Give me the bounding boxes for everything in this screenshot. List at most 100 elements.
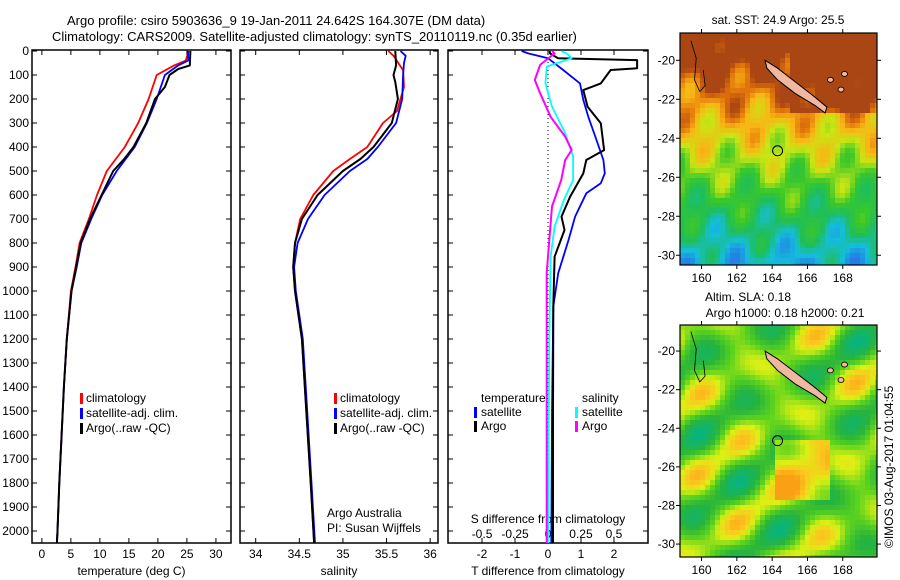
x-tick-label: 20: [151, 547, 165, 561]
lat-tick-label: -30: [658, 537, 676, 551]
series-line-temperature-argo: [548, 50, 639, 543]
series-line-temperature-satellite: [521, 50, 606, 544]
x-tick-label: 2: [611, 547, 618, 561]
lon-tick-label: 162: [727, 563, 747, 577]
lon-tick-label: 162: [727, 271, 747, 285]
x-tick-label: 36: [423, 547, 437, 561]
lat-tick-label: -20: [658, 344, 676, 358]
legend-swatch: [474, 407, 477, 418]
lat-tick-label: -22: [658, 383, 676, 397]
s-tick-label: 0.25: [569, 527, 593, 541]
x-tick-label: 5: [68, 547, 75, 561]
s-tick-label: -0.25: [501, 527, 529, 541]
depth-tick-label: 1600: [2, 428, 29, 442]
depth-tick-label: 700: [9, 212, 29, 226]
legend-swatch: [334, 393, 337, 404]
map-frame: [679, 324, 878, 558]
annotation-line: PI: Susan Wijffels: [327, 521, 421, 535]
x-tick-label: -1: [510, 547, 521, 561]
new-caledonia-land: [764, 349, 828, 404]
legend-title: temperature: [481, 391, 546, 405]
x-tick-label: -2: [477, 547, 488, 561]
x-axis-label: salinity: [321, 564, 358, 578]
depth-tick-label: 600: [9, 188, 29, 202]
depth-tick-label: 1400: [2, 380, 29, 394]
island-land: [826, 367, 834, 374]
lat-tick-label: -26: [658, 170, 676, 184]
legend-label: satellite: [582, 405, 623, 419]
map-frame: [679, 32, 878, 266]
header-line2: Climatology: CARS2009. Satellite-adjuste…: [52, 29, 577, 44]
depth-tick-label: 400: [9, 140, 29, 154]
lon-tick-label: 166: [797, 563, 817, 577]
depth-tick-label: 1200: [2, 332, 29, 346]
lat-tick-label: -28: [658, 498, 676, 512]
depth-tick-label: 300: [9, 116, 29, 130]
x-tick-label: 34.5: [288, 547, 312, 561]
depth-tick-label: 1800: [2, 476, 29, 490]
legend-label: Argo: [481, 419, 507, 433]
lat-tick-label: -24: [658, 421, 676, 435]
island-land: [841, 361, 848, 368]
lat-tick-label: -22: [658, 92, 676, 106]
depth-tick-label: 900: [9, 260, 29, 274]
legend-swatch: [575, 407, 578, 418]
x-tick-label: 0: [39, 547, 46, 561]
lon-tick-label: 168: [833, 563, 853, 577]
argo-location-marker: [772, 435, 784, 447]
lon-tick-label: 160: [692, 271, 712, 285]
s-tick-label: 0.5: [606, 527, 623, 541]
new-caledonia-land: [764, 59, 828, 114]
legend-swatch: [474, 421, 477, 432]
x-axis-label: T difference from climatology: [471, 564, 625, 578]
depth-tick-label: 1000: [2, 284, 29, 298]
lon-tick-label: 164: [762, 563, 782, 577]
depth-tick-label: 1500: [2, 404, 29, 418]
depth-tick-label: 800: [9, 236, 29, 250]
copyright: ©IMOS 03-Aug-2017 01:04:55: [882, 385, 896, 548]
legend-swatch: [80, 408, 83, 419]
depth-tick-label: 1300: [2, 356, 29, 370]
s-tick-label: -0.5: [472, 527, 493, 541]
argo-location-marker: [772, 145, 784, 157]
depth-tick-label: 1700: [2, 452, 29, 466]
island-land: [826, 76, 834, 83]
lat-tick-label: -30: [658, 248, 676, 262]
annotation-line: Argo Australia: [327, 506, 402, 520]
x-tick-label: 34: [249, 547, 263, 561]
bathymetry-contour: [690, 40, 706, 93]
x-axis-label: temperature (deg C): [77, 564, 185, 578]
map-title: sat. SST: 24.9 Argo: 25.5: [712, 13, 845, 27]
x-tick-label: 15: [122, 547, 136, 561]
legend-swatch: [334, 408, 337, 419]
legend-swatch: [334, 423, 337, 434]
depth-tick-label: 1100: [3, 308, 29, 322]
legend-label: satellite: [481, 405, 522, 419]
depth-tick-label: 100: [9, 68, 29, 82]
depth-tick-label: 1900: [2, 500, 29, 514]
depth-tick-label: 2000: [2, 524, 29, 538]
island-land: [837, 377, 845, 383]
lat-tick-label: -28: [658, 209, 676, 223]
depth-tick-label: 200: [9, 92, 29, 106]
x-tick-label: 35: [336, 547, 350, 561]
bathymetry-contour: [690, 331, 706, 383]
plot-frame: [239, 49, 439, 544]
depth-tick-label: 0: [22, 44, 29, 58]
map-subtitle: Argo h1000: 0.18 h2000: 0.21: [706, 306, 865, 320]
x-tick-label: 35.5: [375, 547, 399, 561]
x-tick-label: 30: [209, 547, 223, 561]
lon-tick-label: 166: [797, 271, 817, 285]
x-tick-label: 1: [578, 547, 585, 561]
map-title: Altim. SLA: 0.18: [705, 290, 791, 304]
legend-label: Argo(..raw -QC): [340, 421, 425, 435]
series-line-salinity-argo: [533, 50, 573, 543]
lat-tick-label: -24: [658, 131, 676, 145]
lat-tick-label: -26: [658, 460, 676, 474]
depth-tick-label: 500: [9, 164, 29, 178]
series-line-salinity-satellite: [544, 50, 574, 544]
x-tick-label: 10: [93, 547, 107, 561]
series-line-argo-raw-qc-: [55, 50, 192, 544]
lon-tick-label: 160: [692, 563, 712, 577]
